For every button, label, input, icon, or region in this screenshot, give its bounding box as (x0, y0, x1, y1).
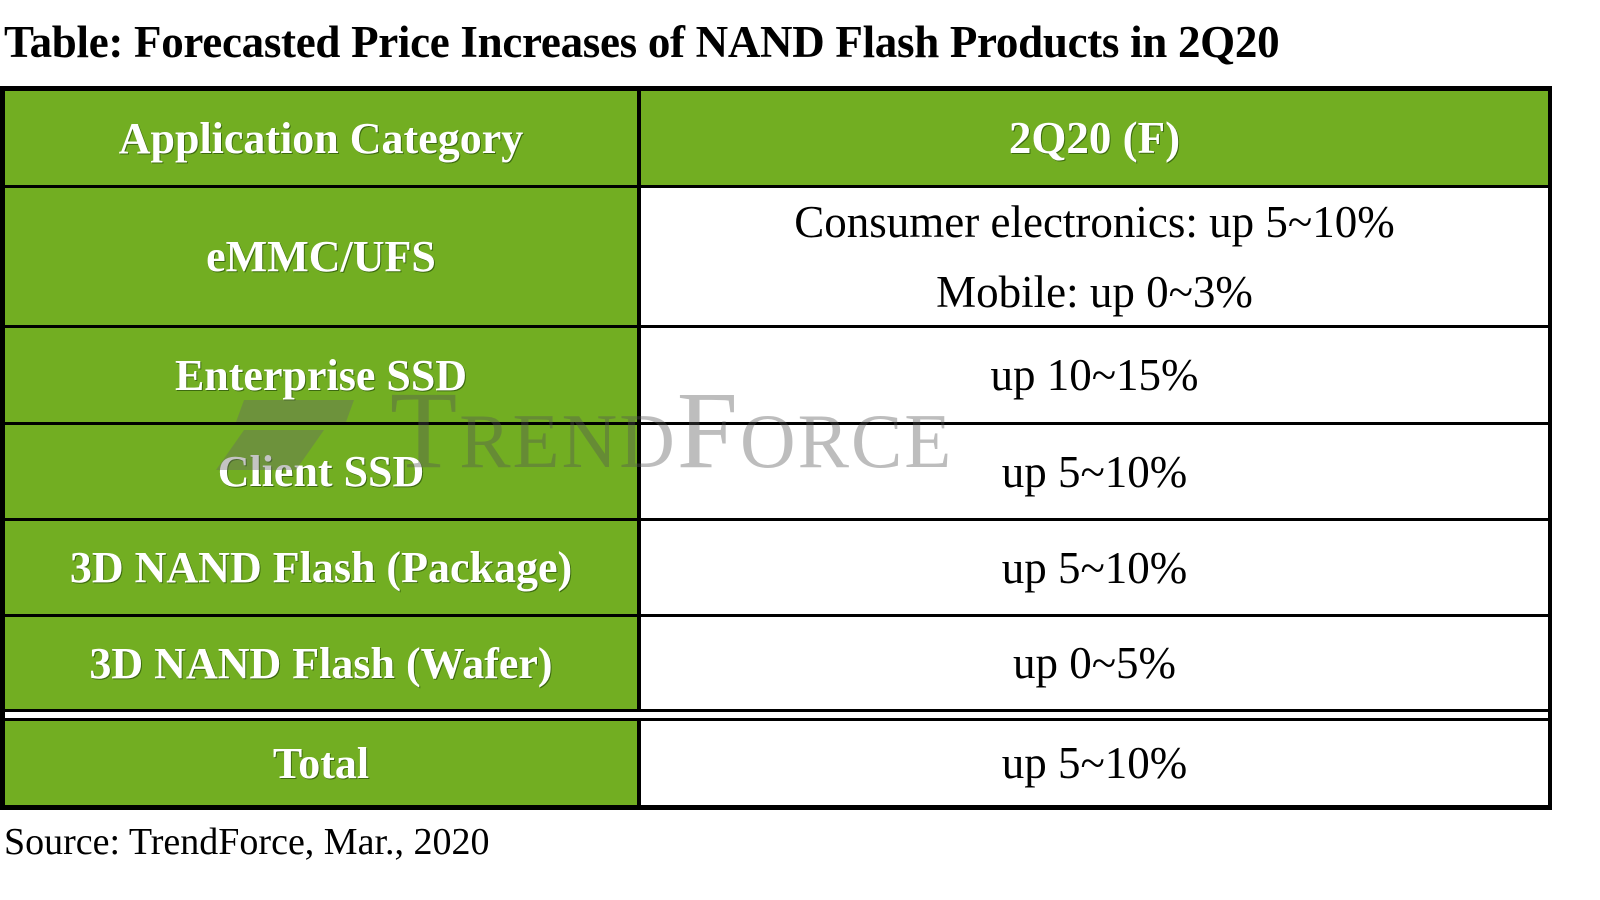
value-line: Consumer electronics: up 5~10% (794, 196, 1395, 247)
table-total-row: Total up 5~10% (5, 721, 1548, 805)
value-line: up 0~5% (1012, 638, 1177, 688)
total-value-cell: up 5~10% (641, 721, 1548, 805)
table-row: Client SSD up 5~10% (5, 425, 1548, 521)
total-category-cell: Total (5, 721, 641, 805)
table-row: eMMC/UFS Consumer electronics: up 5~10% … (5, 188, 1548, 328)
value-cell: up 10~15% (641, 328, 1548, 422)
category-cell: 3D NAND Flash (Wafer) (5, 617, 641, 709)
value-line: up 5~10% (1001, 542, 1188, 593)
value-cell: up 5~10% (641, 425, 1548, 518)
value-line: up 5~10% (1001, 446, 1188, 497)
value-line: Mobile: up 0~3% (936, 266, 1253, 317)
table-row: 3D NAND Flash (Wafer) up 0~5% (5, 617, 1548, 709)
table-title: Table: Forecasted Price Increases of NAN… (4, 17, 1280, 67)
table-header-row: Application Category 2Q20 (F) (5, 91, 1548, 188)
category-cell: Client SSD (5, 425, 641, 518)
category-cell: 3D NAND Flash (Package) (5, 521, 641, 614)
header-2q20-label: 2Q20 (F) (1008, 113, 1181, 163)
double-line-divider (5, 709, 1548, 721)
price-forecast-table: Application Category 2Q20 (F) eMMC/UFS C… (0, 86, 1552, 810)
value-cell: up 0~5% (641, 617, 1548, 709)
total-value: up 5~10% (1001, 738, 1188, 788)
category-cell: Enterprise SSD (5, 328, 641, 422)
header-application-category: Application Category (5, 91, 641, 185)
value-cell: Consumer electronics: up 5~10% Mobile: u… (641, 188, 1548, 325)
value-line: up 10~15% (990, 350, 1199, 400)
category-cell: eMMC/UFS (5, 188, 641, 325)
table-row: 3D NAND Flash (Package) up 5~10% (5, 521, 1548, 617)
source-note: Source: TrendForce, Mar., 2020 (4, 821, 490, 863)
value-cell: up 5~10% (641, 521, 1548, 614)
header-2q20-forecast: 2Q20 (F) (641, 91, 1548, 185)
table-row: Enterprise SSD up 10~15% (5, 328, 1548, 425)
